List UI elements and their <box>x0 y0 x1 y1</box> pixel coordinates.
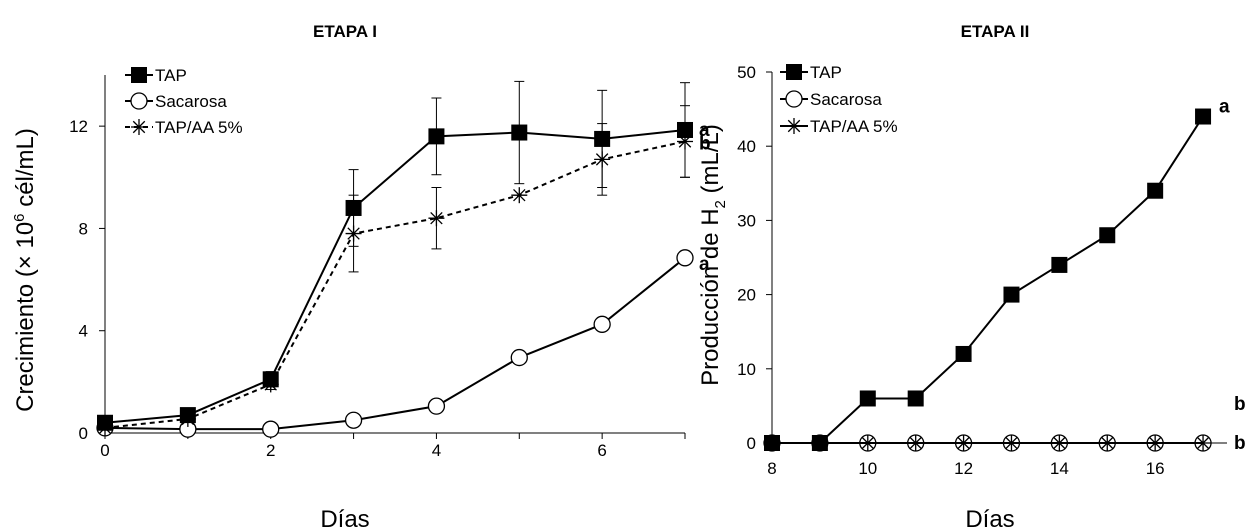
x-tick-label: 14 <box>1050 459 1069 478</box>
square-marker <box>1051 256 1068 273</box>
y-axis-label: Crecimiento (× 106 cél/mL) <box>11 128 39 412</box>
square-marker <box>764 435 780 451</box>
x-tick-label: 10 <box>858 459 877 478</box>
y-tick-label: 12 <box>69 117 88 136</box>
x-tick-label: 12 <box>954 459 973 478</box>
y-tick-label: 0 <box>79 424 88 443</box>
square-marker <box>955 345 972 362</box>
asterisk-stroke <box>1005 436 1018 450</box>
chart-title: ETAPA II <box>961 22 1030 41</box>
y-tick-label: 4 <box>79 322 88 341</box>
series-line <box>104 128 686 424</box>
circle-marker <box>593 315 611 333</box>
asterisk-stroke <box>513 188 526 202</box>
y-tick-label: 30 <box>737 211 756 230</box>
series-tap-aa-5- <box>97 105 693 436</box>
asterisk-stroke <box>1101 436 1114 450</box>
square-marker <box>428 128 445 145</box>
chart-etapa-1: ETAPA I 0 4 8 12 0 2 4 6 Días Crecimiento (× 10… <box>11 22 711 531</box>
square-marker <box>179 407 196 424</box>
significance-annotations: a bb <box>1219 97 1246 454</box>
chart-etapa-2: ETAPA II 0 10 20 30 40 50 8 10 12 14 16 Días Produ… <box>697 22 1246 531</box>
x-axis-label: Días <box>965 506 1014 531</box>
x-tick-label: 2 <box>266 441 275 460</box>
circle-marker <box>427 397 446 415</box>
asterisk-stroke <box>957 436 970 450</box>
legend-label: TAP <box>155 66 187 85</box>
square-marker <box>1099 227 1116 244</box>
square-marker <box>859 390 876 407</box>
square-marker <box>1195 108 1212 125</box>
series-line <box>772 115 1204 444</box>
square-marker <box>97 414 113 431</box>
significance-letter: b <box>1234 394 1246 415</box>
legend-label: Sacarosa <box>155 92 227 111</box>
legend-label: Sacarosa <box>810 90 882 109</box>
tick-labels: 0 10 20 30 40 50 8 10 12 14 16 <box>737 63 1165 478</box>
square-marker <box>131 67 147 83</box>
circle-marker <box>262 420 280 438</box>
asterisk-stroke <box>909 436 922 450</box>
significance-letter: a <box>1219 97 1230 118</box>
y-tick-label: 20 <box>737 286 756 305</box>
asterisk-stroke <box>430 211 443 225</box>
x-tick-label: 6 <box>597 441 606 460</box>
series-tap <box>97 80 693 431</box>
significance-letter: a <box>699 120 710 141</box>
series-line <box>104 140 686 429</box>
y-axis-label: Producción de H2 (mL/L) <box>697 124 729 386</box>
square-marker <box>1147 182 1164 199</box>
asterisk-stroke <box>1053 436 1066 450</box>
square-marker <box>907 390 924 407</box>
square-marker <box>811 435 828 451</box>
circle-marker <box>510 348 528 367</box>
asterisk-stroke <box>1148 436 1162 450</box>
x-tick-label: 4 <box>432 441 441 460</box>
asterisk-stroke <box>1196 436 1210 450</box>
y-tick-label: 40 <box>737 137 756 156</box>
significance-annotations: aab <box>699 120 711 275</box>
y-tick-label: 8 <box>79 219 88 238</box>
y-tick-label: 0 <box>747 434 756 453</box>
y-tick-label: 50 <box>737 63 756 82</box>
circle-marker <box>676 249 694 267</box>
series-tap <box>764 108 1212 451</box>
x-tick-label: 8 <box>767 459 776 478</box>
asterisk-stroke <box>787 119 801 133</box>
asterisk-stroke <box>132 120 146 134</box>
square-marker <box>594 130 611 147</box>
legend: TAP Sacarosa TAP/AA 5% <box>780 63 898 136</box>
square-marker <box>345 199 362 216</box>
series-sacarosa <box>96 249 694 438</box>
x-tick-label: 16 <box>1146 459 1165 478</box>
circle-marker <box>130 92 148 110</box>
y-tick-label: 10 <box>737 360 756 379</box>
legend-label: TAP <box>810 63 842 82</box>
square-marker <box>1003 286 1020 303</box>
legend: TAP Sacarosa TAP/AA 5% <box>125 66 243 137</box>
circle-marker <box>785 90 803 108</box>
series-line <box>104 257 686 431</box>
circle-marker <box>344 411 363 429</box>
significance-letter: a <box>699 254 710 275</box>
series-tap-aa-5- <box>764 435 1212 451</box>
significance-letter: b <box>1234 433 1246 454</box>
series-layer <box>96 80 694 438</box>
square-marker <box>262 371 279 388</box>
legend-label: TAP/AA 5% <box>810 117 898 136</box>
square-marker <box>677 121 693 138</box>
chart-title: ETAPA I <box>313 22 377 41</box>
x-tick-label: 0 <box>100 441 109 460</box>
series-layer <box>763 108 1212 452</box>
tick-labels: 0 4 8 12 0 2 4 6 <box>69 117 607 460</box>
square-marker <box>786 64 802 80</box>
legend-label: TAP/AA 5% <box>155 118 243 137</box>
x-axis-label: Días <box>320 506 369 531</box>
square-marker <box>511 124 528 141</box>
significance-letter: b <box>699 133 711 154</box>
axes <box>99 75 686 439</box>
asterisk-stroke <box>861 436 875 450</box>
